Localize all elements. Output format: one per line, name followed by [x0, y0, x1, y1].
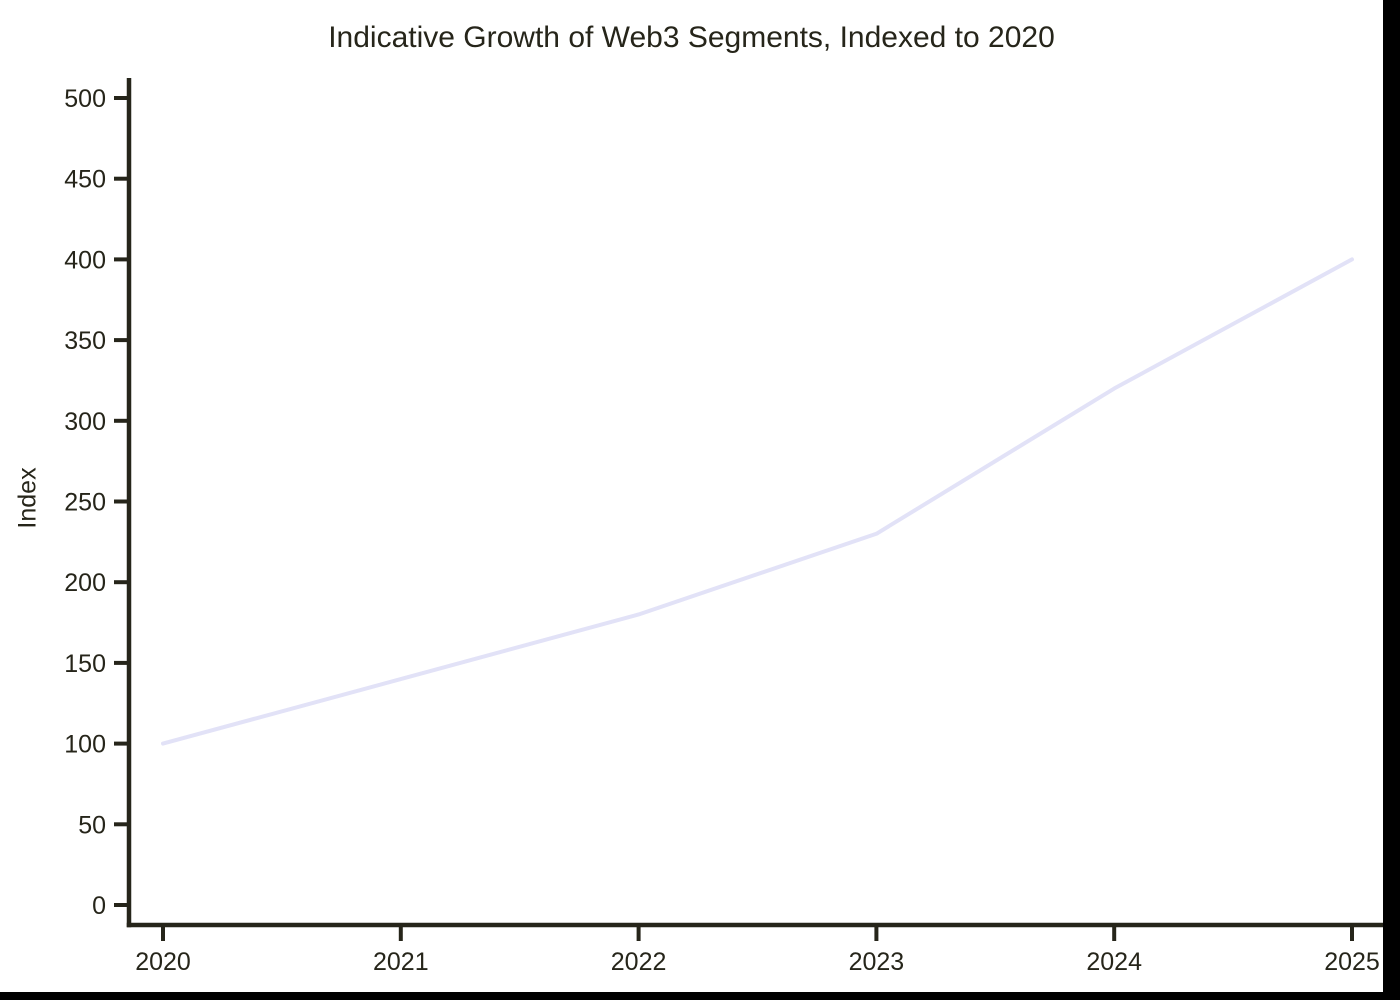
x-tick-label: 2020 — [135, 948, 191, 976]
x-tick-label: 2022 — [611, 948, 667, 976]
y-tick-label: 0 — [92, 892, 106, 920]
y-tick-label: 450 — [64, 166, 106, 194]
y-tick-label: 400 — [64, 246, 106, 274]
y-tick-label: 350 — [64, 327, 106, 355]
x-tick-label: 2021 — [373, 948, 429, 976]
y-tick-label: 500 — [64, 85, 106, 113]
y-tick-label: 300 — [64, 408, 106, 436]
y-tick-label: 250 — [64, 489, 106, 517]
x-tick-label: 2023 — [849, 948, 905, 976]
line-chart: 0 50 100 150 200 250 300 350 400 450 500 2020 2021 20… — [64, 78, 1383, 976]
x-tick-label: 2025 — [1324, 948, 1380, 976]
y-tick-label: 200 — [64, 569, 106, 597]
y-tick-label: 150 — [64, 650, 106, 678]
y-tick-label: 50 — [78, 811, 106, 839]
series-line — [161, 257, 1354, 746]
figure-frame: Indicative Growth of Web3 Segments, Inde… — [0, 0, 1383, 992]
y-tick-label: 100 — [64, 731, 106, 759]
x-tick-label: 2024 — [1086, 948, 1142, 976]
chart-title: Indicative Growth of Web3 Segments, Inde… — [328, 21, 1055, 54]
